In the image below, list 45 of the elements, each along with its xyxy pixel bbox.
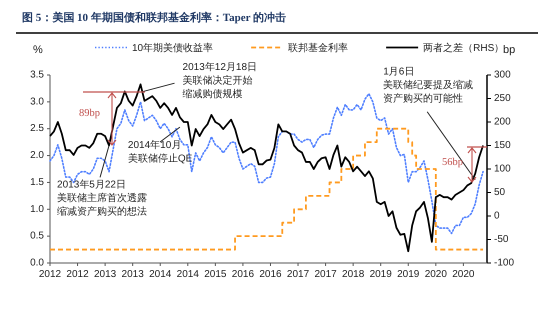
x-tick-label: 2017 <box>286 269 310 280</box>
x-tick-label: 2012 <box>66 269 90 280</box>
y-tick-label: 2.0 <box>30 150 44 162</box>
y2-tick-label: 250 <box>494 93 512 104</box>
x-tick-label: 2020 <box>424 269 448 280</box>
x-tick-label: 2014 <box>149 269 172 280</box>
y2-tick-label: 200 <box>494 116 512 128</box>
y2-axis-title: bp <box>503 44 516 56</box>
y-tick-label: 1.5 <box>30 176 44 188</box>
chart-title: 图 5：美国 10 年期国债和联邦基金利率：Taper 的冲击 <box>22 11 286 24</box>
x-tick-label: 2012 <box>38 269 62 280</box>
x-tick-label: 2015 <box>204 269 227 280</box>
y2-tick-label: 50 <box>494 187 506 198</box>
x-tick-label: 2020 <box>452 269 475 280</box>
annotation: 2014年10月美联储停止QE <box>128 139 193 165</box>
annotation: 2013年5月22日美联储主席首次透露缩减资产购买的想法 <box>57 178 148 218</box>
x-tick-label: 2019 <box>397 269 420 280</box>
legend-label: 10年期美债收益率 <box>132 42 214 54</box>
y2-tick-label: 300 <box>494 70 512 80</box>
y2-tick-label: -100 <box>494 258 514 268</box>
x-tick-label: 2013 <box>94 269 117 280</box>
x-tick-label: 2013 <box>122 269 144 280</box>
annotation: 1月6日美联储纪要提及缩减资产购买的可能性 <box>383 66 474 105</box>
x-tick-label: 2018 <box>342 269 365 280</box>
annotation: 89bp <box>79 108 100 119</box>
y-tick-label: 3.0 <box>30 96 44 108</box>
legend-label: 两者之差（RHS） <box>423 42 504 54</box>
x-tick-label: 2016 <box>259 269 282 280</box>
annotation: 2013年12月18日美联储决定开始缩减购债规模 <box>182 61 258 100</box>
y-tick-label: 1.0 <box>30 204 44 215</box>
x-tick-label: 2017 <box>314 269 338 280</box>
y2-tick-label: 0 <box>494 210 500 222</box>
x-tick-label: 2019 <box>370 269 392 280</box>
y-axis-title: % <box>33 44 43 56</box>
annotation: 56bp <box>442 157 463 168</box>
y-tick-label: 0.0 <box>30 258 44 268</box>
y-tick-label: 0.5 <box>30 230 44 242</box>
y2-tick-label: -50 <box>494 234 509 245</box>
y2-tick-label: 100 <box>494 164 512 174</box>
x-tick-label: 2014 <box>176 269 200 280</box>
y-tick-label: 3.5 <box>30 70 44 80</box>
y2-tick-label: 150 <box>494 140 512 151</box>
y-tick-label: 2.5 <box>30 123 44 134</box>
legend-label: 联邦基金利率 <box>288 42 348 54</box>
x-tick-label: 2016 <box>232 269 254 280</box>
